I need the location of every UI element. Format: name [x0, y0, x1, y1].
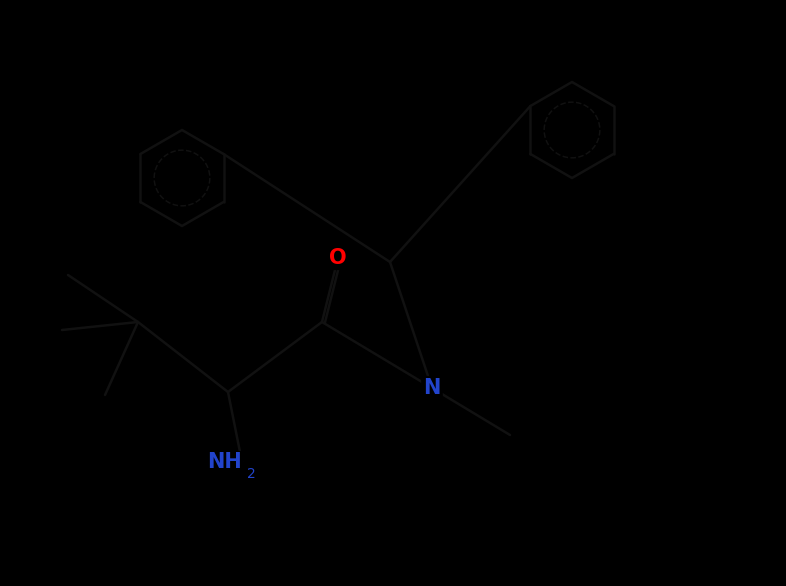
Text: O: O	[329, 248, 347, 268]
Text: N: N	[424, 378, 441, 398]
Text: 2: 2	[247, 467, 255, 481]
Text: NH: NH	[208, 452, 242, 472]
